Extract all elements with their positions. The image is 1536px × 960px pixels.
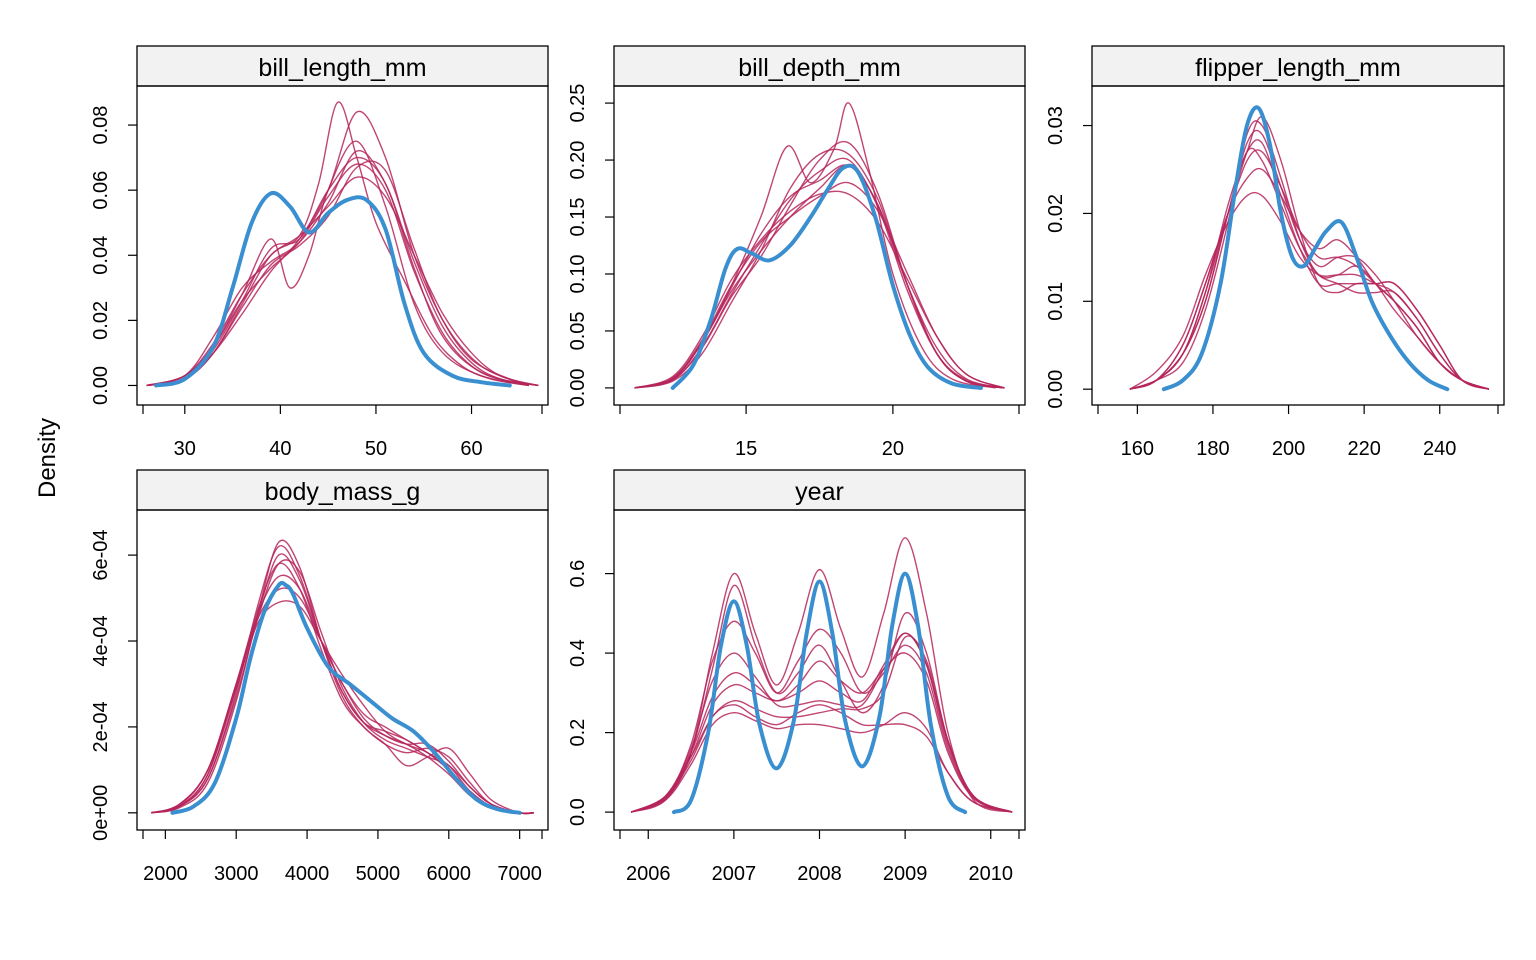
x-tick-label: 3000: [214, 863, 259, 885]
y-tick-label: 0.10: [567, 255, 589, 294]
imputed-density-line: [151, 574, 534, 815]
imputed-density-line: [634, 148, 1005, 389]
panel-title: body_mass_g: [265, 478, 421, 506]
panel-strip: [136, 469, 549, 511]
panel-bill_length_mm: bill_length_mm 30 40 50 60 0.00 0.02 0.04 0.06 0.…: [90, 45, 549, 460]
panel-strip: [136, 45, 549, 87]
plot-border: [613, 85, 1026, 406]
imputed-density-line: [146, 163, 539, 387]
y-tick-label: 0.05: [567, 311, 589, 350]
y-tick-label: 0.0: [567, 798, 589, 826]
y-tick-label: 0.02: [90, 301, 112, 340]
y-tick-label: 0.20: [567, 141, 589, 180]
y-tick-label: 0.06: [90, 171, 112, 210]
observed-density-line: [1161, 105, 1450, 392]
panel-flipper_length_mm: flipper_length_mm 160 180 200 220 240 0.00 0.01…: [1045, 45, 1505, 460]
y-tick-label: 0.25: [567, 84, 589, 123]
y-tick-label: 0.4: [567, 639, 589, 667]
x-tick-label: 2010: [969, 863, 1014, 885]
panel-title: bill_depth_mm: [738, 54, 901, 82]
x-tick-label: 60: [460, 438, 482, 460]
observed-density-line: [670, 163, 983, 390]
plot-border: [136, 509, 549, 831]
x-tick-label: 6000: [427, 863, 472, 885]
y-tick-label: 0.03: [1045, 106, 1067, 145]
observed-density-line: [671, 571, 968, 815]
x-tick-label: 180: [1196, 438, 1229, 460]
y-tick-label: 6e-04: [90, 530, 112, 581]
panel-title: year: [795, 478, 844, 506]
y-tick-label: 0.02: [1045, 194, 1067, 233]
x-tick-label: 2006: [626, 863, 671, 885]
y-tick-label: 0.2: [567, 719, 589, 747]
x-tick-label: 7000: [497, 863, 542, 885]
y-tick-label: 0.08: [90, 106, 112, 145]
imputed-density-line: [630, 704, 1013, 813]
observed-density-line: [154, 190, 512, 388]
imputed-density-line: [630, 652, 1013, 813]
y-tick-label: 0.6: [567, 560, 589, 588]
imputed-density-line: [1129, 116, 1490, 390]
x-tick-label: 160: [1121, 438, 1154, 460]
imputed-density-line: [630, 635, 1013, 813]
panel-year: year 2006 2007 2008 2009 2010 0.0 0.2 0.4 0.6: [567, 469, 1026, 885]
imputed-density-line: [1129, 191, 1490, 390]
x-tick-label: 50: [365, 438, 387, 460]
x-tick-label: 20: [882, 438, 904, 460]
y-axis-label: Density: [34, 418, 61, 498]
imputed-density-line: [146, 101, 529, 387]
observed-density-line: [170, 580, 522, 815]
imputed-density-line: [630, 632, 1013, 813]
imputed-density-line: [146, 140, 530, 387]
y-tick-label: 0.00: [1045, 370, 1067, 409]
y-tick-label: 0.04: [90, 236, 112, 275]
panel-title: bill_length_mm: [258, 54, 426, 82]
imputed-density-line: [146, 176, 539, 387]
y-tick-label: 0.15: [567, 198, 589, 237]
x-tick-label: 30: [174, 438, 196, 460]
imputed-density-line: [151, 539, 534, 815]
y-tick-label: 0.01: [1045, 282, 1067, 321]
imputed-density-line: [1129, 149, 1490, 390]
x-tick-label: 40: [269, 438, 291, 460]
x-tick-label: 2007: [712, 863, 757, 885]
y-tick-label: 0e+00: [90, 785, 112, 841]
x-tick-label: 2009: [883, 863, 928, 885]
x-tick-label: 2000: [143, 863, 188, 885]
imputed-density-line: [630, 537, 1013, 813]
x-tick-label: 5000: [356, 863, 401, 885]
x-tick-label: 4000: [285, 863, 330, 885]
imputed-density-line: [634, 140, 1005, 389]
x-tick-label: 200: [1272, 438, 1305, 460]
imputed-density-line: [146, 110, 539, 387]
y-tick-label: 4e-04: [90, 615, 112, 666]
plot-border: [1091, 85, 1505, 406]
panel-body_mass_g: body_mass_g 2000 3000 4000 5000 6000 7000 0e+00…: [90, 469, 549, 885]
imputed-density-line: [634, 157, 1005, 389]
x-tick-label: 2008: [797, 863, 842, 885]
panel-strip: [613, 469, 1026, 511]
x-tick-label: 15: [735, 438, 757, 460]
imputed-density-line: [630, 584, 1013, 813]
imputed-density-line: [146, 150, 539, 387]
x-tick-label: 240: [1423, 438, 1456, 460]
imputed-density-line: [630, 620, 1013, 813]
plot-border: [136, 85, 549, 406]
panel-title: flipper_length_mm: [1195, 54, 1401, 82]
x-tick-label: 220: [1347, 438, 1380, 460]
imputed-density-line: [630, 632, 1013, 813]
y-tick-label: 2e-04: [90, 701, 112, 752]
y-tick-label: 0.00: [567, 368, 589, 407]
y-tick-label: 0.00: [90, 366, 112, 405]
panel-bill_depth_mm: bill_depth_mm 15 20 0.00 0.05 0.10 0.15 0.20 0.2…: [567, 45, 1026, 460]
